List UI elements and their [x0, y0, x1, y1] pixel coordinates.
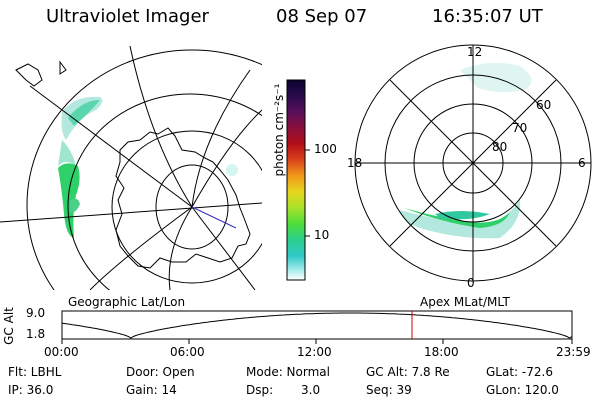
- alt-ytick-9: 9.0: [26, 306, 46, 320]
- info-door: Door: Open: [126, 365, 195, 379]
- info-seq: Seq: 39: [366, 383, 412, 397]
- continent-outline: [115, 127, 251, 269]
- geo-panel-caption: Geographic Lat/Lon: [68, 295, 186, 309]
- mag-panel-caption: Apex MLat/MLT: [420, 295, 510, 309]
- mlt-grid: [355, 45, 591, 281]
- info-mode: Mode: Normal: [246, 365, 330, 379]
- alt-xtick-1200: 12:00: [297, 345, 332, 359]
- mlat-label-70: 70: [512, 121, 528, 135]
- alt-ylabel: GC Alt: [2, 307, 16, 345]
- magnetic-panel: [354, 44, 592, 282]
- colorbar-tick-100: 100: [314, 142, 337, 156]
- alt-xtick-0600: 06:00: [170, 345, 205, 359]
- info-ip: IP: 36.0: [8, 383, 54, 397]
- alt-ytick-1-8: 1.8: [26, 327, 46, 341]
- date-label: 08 Sep 07: [276, 6, 368, 27]
- mlt-label-0: 0: [467, 276, 475, 290]
- aurora-emission-geo: [58, 96, 238, 238]
- mlat-label-60: 60: [536, 98, 552, 112]
- colorbar-tick-10: 10: [314, 228, 330, 242]
- instrument-title: Ultraviolet Imager: [46, 6, 209, 27]
- altitude-curve: [61, 312, 573, 339]
- info-glon: GLon: 120.0: [486, 383, 559, 397]
- altitude-plot: [61, 310, 573, 344]
- geographic-panel: [0, 45, 262, 290]
- info-gain: Gain: 14: [126, 383, 177, 397]
- info-filter: Flt: LBHL: [8, 365, 62, 379]
- alt-xtick-0000: 00:00: [44, 345, 79, 359]
- aurora-emission-mag: [400, 62, 532, 239]
- subsolar-line: [191, 206, 237, 229]
- mlat-label-80: 80: [492, 140, 508, 154]
- mlt-label-12: 12: [467, 45, 483, 59]
- info-dsp-value: 3.0: [301, 383, 321, 397]
- info-dsp-label: Dsp:: [246, 383, 274, 397]
- longitude-grid: [0, 45, 262, 290]
- colorbar-unit-label: photon cm⁻²s⁻¹: [272, 83, 286, 177]
- colorbar: [286, 79, 310, 281]
- info-glat: GLat: -72.6: [486, 365, 553, 379]
- mlt-label-6: 6: [578, 156, 586, 170]
- info-gc-alt: GC Alt: 7.8 Re: [366, 365, 450, 379]
- island-outline: [15, 63, 43, 87]
- mlt-label-18: 18: [347, 156, 363, 170]
- time-label: 16:35:07 UT: [432, 6, 543, 27]
- alt-xtick-2359: 23:59: [556, 345, 591, 359]
- alt-xtick-1800: 18:00: [424, 345, 459, 359]
- latitude-grid: [26, 49, 262, 290]
